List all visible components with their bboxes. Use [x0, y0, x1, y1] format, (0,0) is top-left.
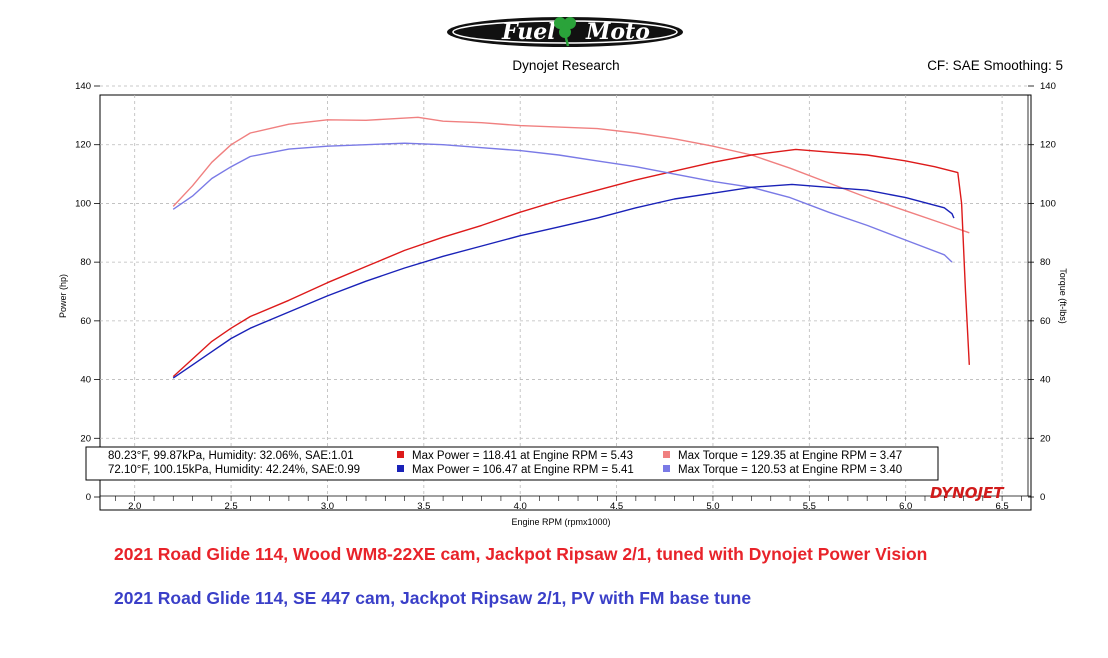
y-left-tick-label: 100	[75, 198, 91, 209]
svg-text:DYNOJET: DYNOJET	[930, 484, 1005, 502]
x-tick-label: 2.5	[224, 501, 237, 512]
x-tick-label: 4.0	[514, 501, 527, 512]
y-left-tick-label: 0	[86, 492, 91, 503]
dynojet-logo: DYNOJET	[930, 484, 1005, 502]
x-tick-label: 3.0	[321, 501, 334, 512]
y-right-tick-label: 60	[1040, 316, 1051, 327]
chart-header-title: Dynojet Research	[512, 58, 620, 73]
legend-run1-power-swatch	[397, 451, 404, 458]
legend-run1-conditions: 80.23°F, 99.87kPa, Humidity: 32.06%, SAE…	[108, 450, 354, 462]
y-right-tick-label: 100	[1040, 198, 1056, 209]
legend-run2-torque-swatch	[663, 465, 670, 472]
chart-frame	[99, 94, 1032, 511]
run1_power-line	[172, 148, 970, 378]
caption-run2: 2021 Road Glide 114, SE 447 cam, Jackpot…	[114, 588, 752, 608]
x-tick-label: 5.0	[706, 501, 719, 512]
x-axis: 2.0 2.5 3.0 3.5 4.0 4.5 5.0 5.5 6.0 6.5	[100, 495, 1031, 512]
legend-run2-torque: Max Torque = 120.53 at Engine RPM = 3.40	[678, 464, 902, 476]
legend-run2-power: Max Power = 106.47 at Engine RPM = 5.41	[412, 464, 634, 476]
correction-factor-info: CF: SAE Smoothing: 5	[927, 58, 1063, 73]
y-right-tick-label: 140	[1040, 81, 1056, 92]
run2_torque-line	[172, 142, 953, 263]
y-left-tick-label: 120	[75, 140, 91, 151]
fuel-moto-logo: Fuel Moto	[447, 17, 683, 47]
gridlines	[100, 85, 1028, 496]
series-lines	[172, 116, 970, 379]
y-left-tick-label: 40	[80, 375, 91, 386]
run1_torque-line	[172, 116, 970, 234]
svg-text:Fuel: Fuel	[501, 19, 556, 45]
x-tick-label: 3.5	[417, 501, 430, 512]
x-tick-label: 6.0	[899, 501, 912, 512]
y-axis-left-title: Power (hp)	[58, 274, 68, 318]
svg-text:Moto: Moto	[585, 19, 650, 45]
legend-run1-power: Max Power = 118.41 at Engine RPM = 5.43	[412, 450, 633, 462]
y-left-tick-label: 80	[80, 257, 91, 268]
y-left-tick-label: 140	[75, 81, 91, 92]
legend-run1-torque-swatch	[663, 451, 670, 458]
x-tick-label: 5.5	[803, 501, 816, 512]
y-right-tick-label: 40	[1040, 375, 1051, 386]
x-tick-label: 4.5	[610, 501, 623, 512]
y-axis-right: 0 20 40 60 80 100 120 140	[1027, 81, 1056, 503]
y-right-tick-label: 120	[1040, 140, 1056, 151]
clover-icon	[554, 17, 576, 47]
y-right-tick-label: 80	[1040, 257, 1051, 268]
y-left-tick-label: 60	[80, 316, 91, 327]
legend-run2-power-swatch	[397, 465, 404, 472]
x-axis-title: Engine RPM (rpmx1000)	[511, 517, 610, 527]
y-right-tick-label: 20	[1040, 433, 1051, 444]
x-tick-label: 6.5	[995, 501, 1008, 512]
legend-run1-torque: Max Torque = 129.35 at Engine RPM = 3.47	[678, 450, 902, 462]
dyno-chart: 0 20 40 60 80 100 120 140 0 20 40 60 80 100 120 140 2.…	[58, 81, 1068, 527]
legend: 80.23°F, 99.87kPa, Humidity: 32.06%, SAE…	[85, 446, 939, 481]
legend-run2-conditions: 72.10°F, 100.15kPa, Humidity: 42.24%, SA…	[108, 464, 360, 476]
y-right-tick-label: 0	[1040, 492, 1045, 503]
legend-box	[85, 446, 939, 481]
y-left-tick-label: 20	[80, 433, 91, 444]
run2_power-line	[172, 183, 955, 379]
caption-run1: 2021 Road Glide 114, Wood WM8-22XE cam, …	[114, 544, 928, 564]
y-axis-right-title: Torque (ft-lbs)	[1058, 268, 1068, 324]
x-tick-label: 2.0	[128, 501, 141, 512]
y-axis-left: 0 20 40 60 80 100 120 140	[75, 81, 100, 503]
